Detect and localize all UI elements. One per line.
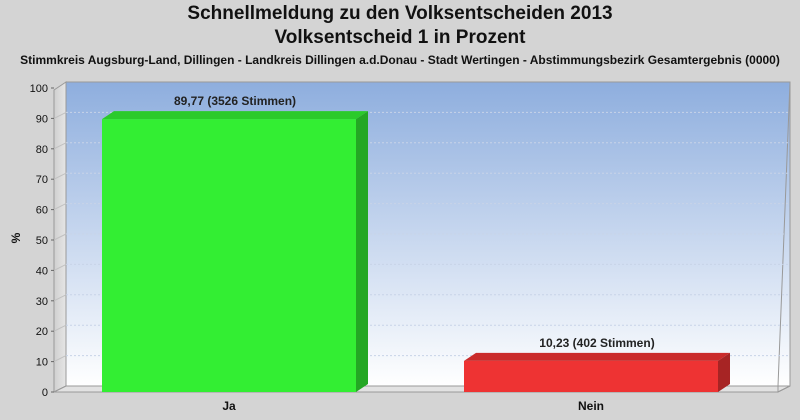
- grid-line-side: [53, 263, 67, 271]
- bar-side-nein: [718, 352, 730, 392]
- bar-labels: 89,77 (3526 Stimmen) Ja 10,23 (402 Stimmen…: [174, 94, 655, 413]
- y-tick-label: 90: [36, 113, 48, 125]
- y-tick-label: 50: [36, 235, 48, 247]
- chart-title-line-2: Volksentscheid 1 in Prozent: [274, 27, 526, 48]
- bar-side-ja: [356, 111, 368, 393]
- data-label: 10,23 (402 Stimmen): [539, 336, 654, 350]
- grid-line-side: [53, 203, 67, 211]
- bars: [102, 111, 730, 393]
- y-tick-label: 0: [42, 387, 48, 399]
- bar-ja: [102, 119, 356, 393]
- grid-line-side: [53, 233, 67, 241]
- category-label: Ja: [222, 399, 236, 413]
- grid-line-side: [53, 355, 67, 363]
- y-axis-label: %: [9, 232, 23, 243]
- bar-nein: [464, 360, 718, 392]
- grid-line-side: [53, 111, 67, 119]
- y-axis-ticks: 0 10 20 30 40 50 60 70 80 90 100: [30, 83, 54, 399]
- y-tick-label: 40: [36, 265, 48, 277]
- chart-title-line-1: Schnellmeldung zu den Volksentscheiden 2…: [187, 3, 613, 24]
- grid-line-side: [53, 294, 67, 302]
- bar-top-ja: [102, 111, 368, 120]
- grid-line-side: [53, 324, 67, 332]
- y-tick-label: 20: [36, 326, 48, 338]
- right-edge: [777, 81, 791, 393]
- data-label: 89,77 (3526 Stimmen): [174, 94, 296, 108]
- bar-top-nein: [464, 352, 730, 361]
- y-tick-label: 30: [36, 296, 48, 308]
- y-tick-label: 70: [36, 174, 48, 186]
- chart-subtitle: Stimmkreis Augsburg-Land, Dillingen - La…: [20, 53, 780, 67]
- y-tick-label: 80: [36, 144, 48, 156]
- chart-title: Schnellmeldung zu den Volksentscheiden 2…: [0, 2, 800, 50]
- y-tick-label: 10: [36, 357, 48, 369]
- grid-line-side: [53, 172, 67, 180]
- grid-line-side: [53, 142, 67, 150]
- y-tick-label: 100: [30, 83, 48, 95]
- y-tick-label: 60: [36, 205, 48, 217]
- category-label: Nein: [578, 399, 604, 413]
